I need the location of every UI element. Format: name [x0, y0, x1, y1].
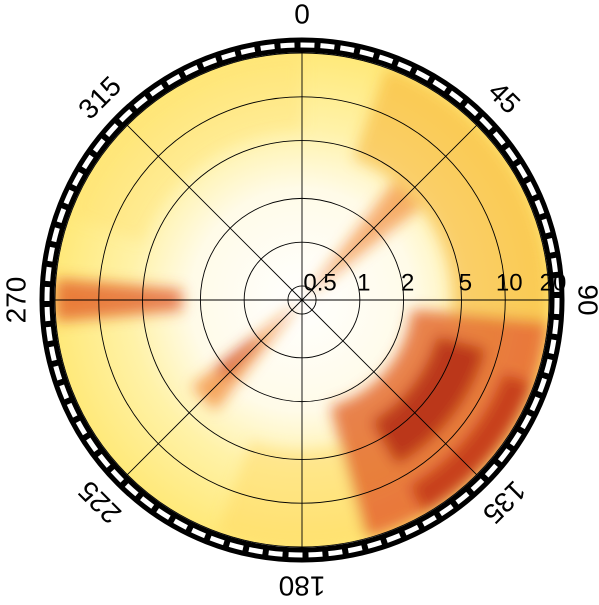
r-tick-label: 2: [401, 269, 414, 296]
grid-spoke: [301, 299, 477, 475]
grid: [54, 52, 550, 548]
heat-patch: [353, 67, 549, 322]
theta-tick-label: 270: [0, 277, 31, 324]
r-tick-label: 0.5: [303, 269, 336, 296]
heat-patch: [409, 373, 533, 513]
theta-tick-label: 180: [279, 571, 326, 602]
heat-patch: [372, 336, 486, 465]
theta-tick-label: 45: [482, 76, 526, 120]
grid-spoke: [301, 125, 477, 301]
r-tick-label: 5: [459, 269, 472, 296]
r-tick-label: 10: [496, 269, 523, 296]
frame-ticks: [44, 42, 560, 558]
heat-patch: [217, 440, 366, 547]
r-tick-label: 1: [357, 269, 370, 296]
theta-tick-label: 0: [294, 0, 310, 29]
grid-spoke: [127, 125, 303, 301]
r-tick-label: 20: [540, 269, 567, 296]
heat-patch: [355, 317, 549, 539]
theta-tick-label: 90: [573, 284, 599, 315]
grid-spoke: [127, 299, 303, 475]
